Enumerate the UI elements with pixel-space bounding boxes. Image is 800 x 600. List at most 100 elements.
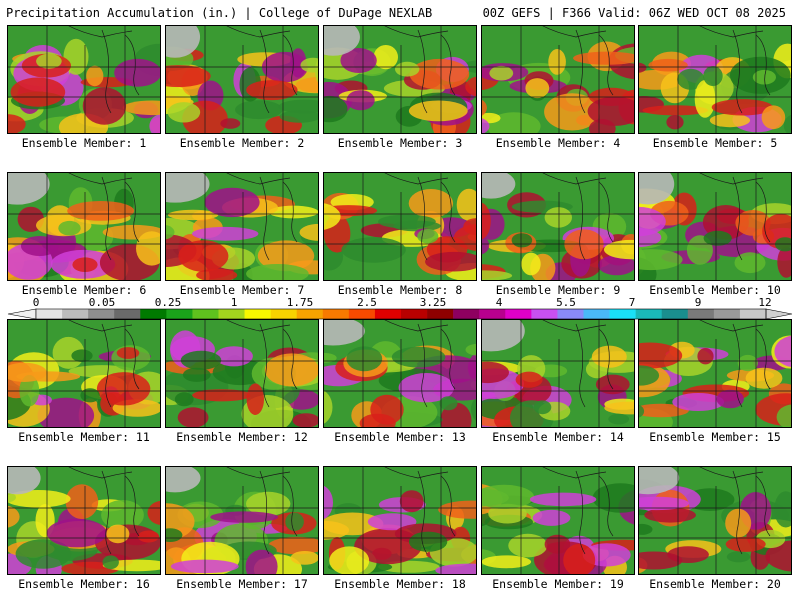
colorbar-segment: [479, 309, 506, 319]
ensemble-map-20: [638, 466, 792, 575]
colorbar-segment: [192, 309, 219, 319]
precip-map: [7, 466, 161, 575]
ensemble-caption: Ensemble Member: 3: [337, 136, 463, 150]
ensemble-map-7: [165, 172, 319, 281]
precip-map: [165, 466, 319, 575]
ensemble-caption: Ensemble Member: 1: [21, 136, 147, 150]
precip-map: [638, 25, 792, 134]
colorbar-segment: [635, 309, 663, 319]
colorbar-tick-label: 7: [628, 296, 636, 309]
colorbar-segment: [88, 309, 115, 319]
colorbar-segment: [348, 309, 376, 319]
ensemble-caption: Ensemble Member: 9: [495, 283, 621, 297]
colorbar-segment: [36, 309, 63, 319]
ensemble-map-13: [323, 319, 477, 428]
ensemble-map-1: [7, 25, 161, 134]
colorbar-tick-label: 1.75: [286, 296, 314, 309]
colorbar-tick-label: 12: [758, 296, 772, 309]
ensemble-map-15: [638, 319, 792, 428]
colorbar-segment: [401, 309, 428, 319]
precip-map: [323, 319, 477, 428]
colorbar-segment: [296, 309, 324, 319]
ensemble-caption: Ensemble Member: 16: [18, 577, 150, 591]
precip-map: [165, 319, 319, 428]
ensemble-map-12: [165, 319, 319, 428]
ensemble-caption: Ensemble Member: 5: [652, 136, 778, 150]
ensemble-map-2: [165, 25, 319, 134]
colorbar-segment: [609, 309, 636, 319]
ensemble-map-19: [481, 466, 635, 575]
colorbar-right-arrow: [765, 308, 793, 320]
colorbar-labels: 0 0.05 0.25 1 1.75 2.5 3.25 4 5.5 7 9 12: [0, 296, 800, 310]
colorbar-tick-label: 2.5: [357, 296, 377, 309]
colorbar-tick-label: 0: [32, 296, 40, 309]
ensemble-caption: Ensemble Member: 14: [492, 430, 624, 444]
precip-map: [638, 172, 792, 281]
colorbar-segment: [244, 309, 271, 319]
ensemble-caption: Ensemble Member: 6: [21, 283, 147, 297]
colorbar-segment: [531, 309, 558, 319]
precip-map: [481, 466, 635, 575]
colorbar-segment: [583, 309, 610, 319]
precip-map: [323, 466, 477, 575]
colorbar-segment: [739, 309, 767, 319]
colorbar: [7, 308, 793, 320]
colorbar-segment: [322, 309, 350, 319]
precip-map: [481, 172, 635, 281]
colorbar-tick-label: 3.25: [419, 296, 447, 309]
colorbar-tick-label: 4: [495, 296, 503, 309]
colorbar-segment: [270, 309, 298, 319]
ensemble-caption: Ensemble Member: 15: [649, 430, 781, 444]
colorbar-segment: [687, 309, 715, 319]
ensemble-caption: Ensemble Member: 13: [334, 430, 466, 444]
colorbar-tick-label: 1: [230, 296, 238, 309]
colorbar-segment: [218, 309, 245, 319]
ensemble-map-11: [7, 319, 161, 428]
ensemble-caption: Ensemble Member: 18: [334, 577, 466, 591]
precip-map: [481, 25, 635, 134]
ensemble-caption: Ensemble Member: 17: [176, 577, 308, 591]
colorbar-tick-label: 0.25: [154, 296, 182, 309]
colorbar-segment: [661, 309, 689, 319]
precip-map: [165, 172, 319, 281]
ensemble-map-9: [481, 172, 635, 281]
colorbar-segment: [62, 309, 89, 319]
colorbar-segment: [166, 309, 193, 319]
ensemble-caption: Ensemble Member: 2: [179, 136, 305, 150]
run-info: 00Z GEFS | F366 Valid: 06Z WED OCT 08 20…: [482, 6, 786, 20]
colorbar-segment: [140, 309, 167, 319]
colorbar-tick-label: 0.05: [88, 296, 116, 309]
colorbar-tick-label: 9: [694, 296, 702, 309]
ensemble-map-17: [165, 466, 319, 575]
colorbar-tick-label: 5.5: [556, 296, 576, 309]
precip-map: [638, 319, 792, 428]
colorbar-segment: [505, 309, 532, 319]
precip-map: [481, 319, 635, 428]
ensemble-caption: Ensemble Member: 19: [492, 577, 624, 591]
precip-map: [323, 25, 477, 134]
ensemble-map-16: [7, 466, 161, 575]
precip-map: [7, 25, 161, 134]
ensemble-map-5: [638, 25, 792, 134]
ensemble-caption: Ensemble Member: 8: [337, 283, 463, 297]
colorbar-left-arrow: [7, 308, 37, 320]
ensemble-caption: Ensemble Member: 11: [18, 430, 150, 444]
precip-map: [7, 319, 161, 428]
ensemble-map-8: [323, 172, 477, 281]
ensemble-map-14: [481, 319, 635, 428]
ensemble-caption: Ensemble Member: 12: [176, 430, 308, 444]
colorbar-segment: [453, 309, 480, 319]
precip-map: [323, 172, 477, 281]
ensemble-map-18: [323, 466, 477, 575]
colorbar-segment: [427, 309, 454, 319]
ensemble-map-6: [7, 172, 161, 281]
ensemble-map-10: [638, 172, 792, 281]
ensemble-map-3: [323, 25, 477, 134]
ensemble-caption: Ensemble Member: 20: [649, 577, 781, 591]
colorbar-segment: [114, 309, 141, 319]
precip-map: [7, 172, 161, 281]
colorbar-segment: [557, 309, 584, 319]
page-title: Precipitation Accumulation (in.) | Colle…: [6, 6, 433, 20]
ensemble-map-4: [481, 25, 635, 134]
ensemble-caption: Ensemble Member: 10: [649, 283, 781, 297]
